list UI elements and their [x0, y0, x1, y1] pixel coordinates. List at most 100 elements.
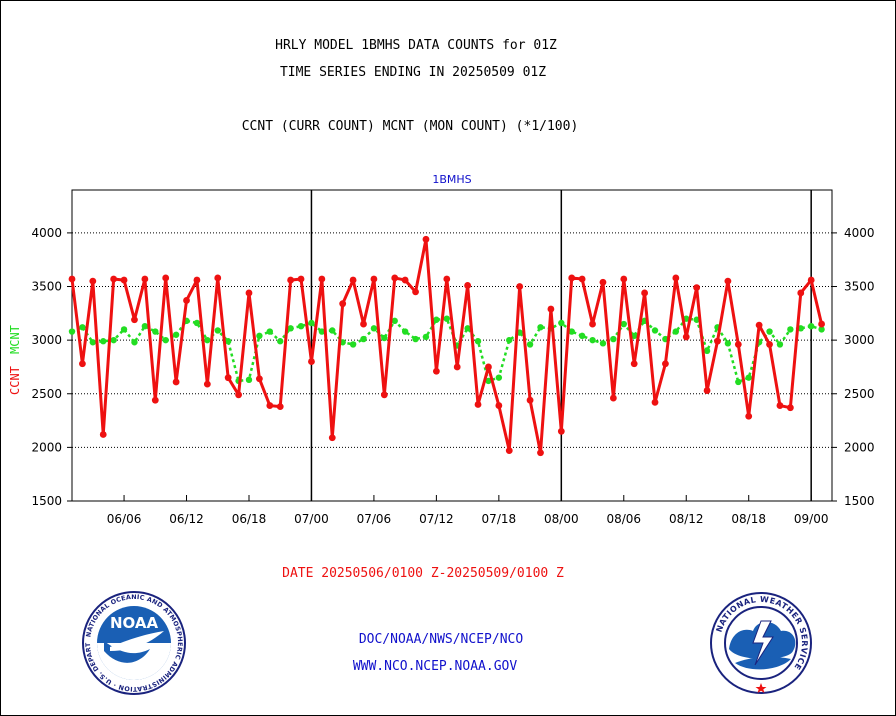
x-tick-label: 07/00 [294, 512, 329, 526]
y-axis-label-ccnt: CCNT [8, 366, 22, 395]
point-mcnt [172, 331, 180, 338]
point-mcnt [131, 339, 138, 346]
x-tick-label: 06/12 [169, 512, 204, 526]
point-ccnt [172, 378, 180, 386]
point-mcnt [443, 315, 450, 322]
point-ccnt [297, 275, 305, 283]
point-ccnt [391, 274, 399, 282]
point-mcnt [703, 347, 711, 355]
point-ccnt [786, 404, 794, 412]
point-mcnt [193, 319, 201, 327]
point-ccnt [641, 289, 649, 297]
point-mcnt [297, 322, 305, 330]
point-ccnt [328, 434, 336, 442]
point-mcnt [610, 335, 617, 343]
point-mcnt [474, 338, 482, 345]
point-ccnt [443, 275, 451, 283]
org-label: DOC/NOAA/NWS/NCEP/NCO [358, 632, 524, 647]
point-ccnt [141, 275, 149, 283]
point-ccnt [714, 337, 721, 345]
y-tick-label-right: 1500 [844, 494, 875, 508]
point-ccnt [703, 387, 711, 394]
point-ccnt [453, 363, 461, 371]
chart-title-line1: HRLY MODEL 1BMHS DATA COUNTS for 01Z [275, 38, 557, 53]
nws-logo-icon: NATIONAL WEATHER SERVICE [710, 592, 812, 694]
point-mcnt [485, 377, 492, 385]
point-ccnt [99, 431, 107, 438]
point-mcnt [68, 328, 76, 335]
point-ccnt [485, 363, 492, 371]
point-ccnt [401, 276, 409, 284]
point-ccnt [516, 283, 524, 290]
point-ccnt [682, 333, 690, 341]
point-mcnt [277, 338, 284, 345]
point-mcnt [204, 336, 211, 344]
point-ccnt [266, 402, 274, 409]
y-axis-label-mcnt: MCNT [8, 325, 22, 354]
point-ccnt [589, 320, 596, 328]
point-ccnt [370, 275, 378, 283]
y-tick-label-left: 1500 [31, 494, 62, 508]
point-mcnt [245, 376, 253, 384]
point-mcnt [308, 319, 315, 327]
x-tick-label: 07/06 [357, 512, 392, 526]
point-mcnt [360, 335, 367, 343]
point-ccnt [526, 396, 534, 404]
point-mcnt [391, 317, 398, 325]
url-link[interactable]: WWW.NCO.NCEP.NOAA.GOV [352, 659, 518, 674]
point-mcnt [558, 319, 565, 327]
point-mcnt [724, 340, 732, 347]
point-ccnt [464, 282, 472, 289]
point-ccnt [651, 398, 659, 406]
point-mcnt [807, 322, 815, 330]
y-tick-label-right: 3500 [844, 280, 875, 294]
point-ccnt [68, 275, 76, 283]
x-tick-label: 06/18 [232, 512, 267, 526]
x-tick-label: 07/18 [482, 512, 517, 526]
point-mcnt [818, 326, 825, 333]
point-mcnt [766, 328, 773, 335]
point-mcnt [349, 341, 357, 348]
point-ccnt [162, 274, 170, 282]
point-ccnt [672, 274, 680, 282]
point-mcnt [110, 336, 117, 344]
point-mcnt [630, 332, 638, 340]
chart-title-line2: TIME SERIES ENDING IN 20250509 01Z [279, 65, 547, 80]
point-mcnt [141, 322, 149, 330]
point-mcnt [495, 374, 503, 381]
x-tick-label: 08/18 [731, 512, 766, 526]
point-mcnt [745, 374, 752, 381]
x-tick-label: 08/00 [544, 512, 579, 526]
y-tick-label-left: 3000 [31, 333, 62, 347]
point-mcnt [89, 339, 97, 346]
point-mcnt [120, 326, 128, 333]
x-tick-label: 08/12 [669, 512, 704, 526]
point-ccnt [360, 320, 367, 328]
point-ccnt [620, 275, 628, 283]
point-ccnt [599, 278, 607, 286]
point-mcnt [412, 335, 419, 343]
point-ccnt [276, 403, 284, 411]
point-mcnt [672, 328, 680, 335]
point-ccnt [224, 374, 232, 382]
point-ccnt [79, 360, 86, 368]
y-tick-label-left: 3500 [31, 280, 62, 294]
point-mcnt [422, 333, 430, 341]
point-ccnt [807, 276, 815, 284]
point-ccnt [235, 391, 242, 399]
point-ccnt [578, 275, 586, 283]
point-ccnt [89, 277, 97, 285]
x-tick-label: 08/06 [606, 512, 641, 526]
point-mcnt [162, 336, 169, 344]
point-ccnt [630, 360, 638, 368]
point-ccnt [557, 427, 565, 435]
point-mcnt [568, 328, 575, 335]
point-ccnt [255, 375, 263, 383]
point-ccnt [474, 401, 482, 408]
point-ccnt [505, 447, 513, 454]
point-ccnt [349, 276, 357, 284]
x-tick-label: 09/00 [794, 512, 829, 526]
point-mcnt [537, 324, 544, 331]
point-ccnt [755, 321, 763, 329]
